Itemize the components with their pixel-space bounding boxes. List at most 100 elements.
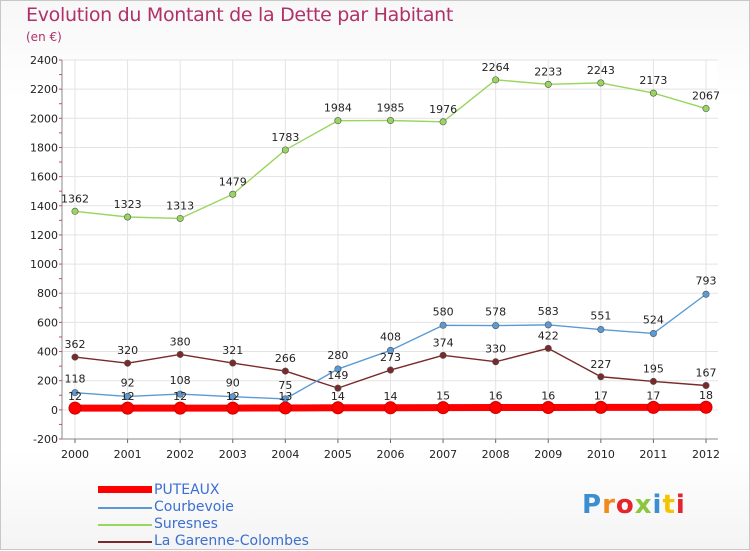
x-tick-label: 2000 [61, 448, 89, 461]
data-point [124, 213, 132, 221]
data-point [649, 377, 657, 385]
data-point [124, 359, 132, 367]
data-label: 149 [327, 369, 348, 382]
data-point [702, 105, 710, 113]
data-label: 1362 [61, 192, 89, 205]
y-tick-label: -200 [33, 433, 58, 446]
data-point [278, 401, 292, 415]
data-point [386, 366, 394, 374]
data-point [71, 389, 79, 397]
data-point [334, 117, 342, 125]
data-point [541, 401, 555, 415]
y-tick-label: 200 [37, 375, 58, 388]
data-label: 580 [433, 305, 454, 318]
logo-letter: r [602, 490, 616, 520]
x-tick-label: 2001 [114, 448, 142, 461]
data-point [229, 393, 237, 401]
data-point [331, 401, 345, 415]
legend-label-la-garenne-colombes: La Garenne-Colombes [154, 533, 309, 549]
x-tick-label: 2002 [166, 448, 194, 461]
data-point [71, 207, 79, 215]
data-point [281, 367, 289, 375]
data-point [597, 79, 605, 87]
data-point [492, 76, 500, 84]
x-tick-label: 2004 [271, 448, 299, 461]
data-label: 195 [643, 362, 664, 375]
data-label: 12 [121, 390, 135, 403]
data-label: 422 [538, 329, 559, 342]
y-tick-label: 1000 [30, 258, 58, 271]
data-point [71, 353, 79, 361]
data-label: 75 [278, 379, 292, 392]
data-point [281, 146, 289, 154]
data-label: 2243 [587, 64, 615, 77]
data-label: 12 [226, 390, 240, 403]
data-label: 1985 [377, 101, 405, 114]
data-label: 2233 [534, 65, 562, 78]
data-label: 17 [594, 389, 608, 402]
data-label: 108 [170, 374, 191, 387]
data-label: 92 [121, 376, 135, 389]
data-point [492, 358, 500, 366]
data-label: 320 [117, 344, 138, 357]
data-point [384, 401, 397, 415]
data-label: 18 [699, 389, 713, 402]
x-tick-label: 2006 [377, 448, 405, 461]
y-tick-label: 600 [37, 316, 58, 329]
data-label: 2067 [692, 90, 720, 103]
y-tick-label: 1400 [30, 200, 58, 213]
data-point [386, 116, 394, 124]
y-tick-label: 0 [51, 404, 58, 417]
data-label: 17 [646, 389, 660, 402]
data-label: 524 [643, 313, 664, 326]
data-label: 2173 [639, 74, 667, 87]
data-point [439, 118, 447, 126]
logo-letter: i [675, 490, 686, 520]
data-point [386, 346, 394, 354]
data-point [489, 401, 503, 415]
y-tick-label: 2200 [30, 83, 58, 96]
data-label: 1984 [324, 102, 352, 115]
data-point [439, 351, 447, 359]
logo-letter: x [634, 490, 653, 520]
data-point [594, 400, 608, 414]
x-tick-label: 2007 [429, 448, 457, 461]
data-point [544, 344, 552, 352]
data-point [649, 329, 657, 337]
data-point [492, 322, 500, 330]
data-label: 273 [380, 351, 401, 364]
data-label: 167 [696, 367, 717, 380]
data-point [173, 401, 187, 415]
data-point [649, 89, 657, 97]
legend-label-suresnes: Suresnes [154, 516, 218, 532]
x-tick-label: 2003 [219, 448, 247, 461]
x-tick-label: 2008 [482, 448, 510, 461]
data-label: 1479 [219, 175, 247, 188]
data-point [436, 401, 450, 415]
x-tick-label: 2011 [639, 448, 667, 461]
logo-letter: t [662, 490, 676, 520]
y-tick-label: 800 [37, 287, 58, 300]
x-tick-label: 2005 [324, 448, 352, 461]
line-chart: -200 0 200 400 600 800 1000 1200 1400 1600 1800 200… [30, 54, 720, 461]
data-point [439, 321, 447, 329]
data-point [544, 80, 552, 88]
data-label: 321 [222, 344, 243, 357]
data-point [699, 400, 713, 414]
data-label: 14 [331, 390, 345, 403]
legend-label-courbevoie: Courbevoie [154, 499, 234, 515]
data-label: 16 [541, 390, 555, 403]
data-label: 12 [173, 390, 187, 403]
x-tick-label: 2010 [587, 448, 615, 461]
data-label: 280 [327, 349, 348, 362]
data-point [176, 214, 184, 222]
data-label: 1323 [114, 198, 142, 211]
data-point [702, 290, 710, 298]
data-point [229, 190, 237, 198]
data-label: 551 [590, 310, 611, 323]
data-label: 1783 [271, 131, 299, 144]
chart-title: Evolution du Montant de la Dette par Hab… [26, 4, 454, 26]
proxiti-logo: Proxiti [582, 490, 686, 520]
data-point [124, 392, 132, 400]
data-point [597, 326, 605, 334]
